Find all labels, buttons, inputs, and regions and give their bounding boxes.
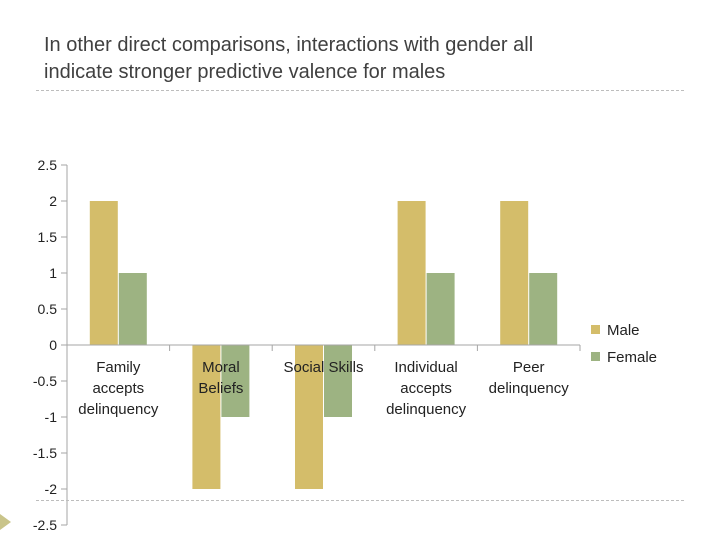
y-tick-label: 1: [49, 265, 57, 281]
y-tick-label: -0.5: [33, 373, 57, 389]
slide-title-line-2: indicate stronger predictive valence for…: [44, 61, 446, 83]
category-label: Individual accepts delinquency: [386, 359, 467, 418]
y-tick-label: 1.5: [38, 229, 58, 245]
bar-male: [295, 345, 323, 489]
bar-male: [192, 345, 221, 489]
category-label: Moral Beliefs: [198, 359, 243, 397]
y-tick-label: 0.5: [38, 301, 58, 317]
slide-title-line-1: In other direct comparisons, interaction…: [44, 34, 534, 56]
y-tick-label: 2.5: [38, 157, 58, 173]
slide-title: In other direct comparisons, interaction…: [44, 32, 684, 86]
category-label: Peer delinquency: [489, 359, 570, 397]
legend-label-female: Female: [607, 349, 657, 366]
category-label: Social Skills: [283, 359, 363, 376]
category-label: Family accepts delinquency: [78, 359, 159, 418]
bar-female: [529, 273, 558, 345]
y-tick-label: -1: [45, 409, 58, 425]
legend-swatch-female: [591, 352, 600, 361]
y-tick-label: -1.5: [33, 445, 57, 461]
slide-corner-arrow-icon: [0, 514, 11, 530]
bar-male: [500, 201, 529, 345]
bar-female: [324, 345, 352, 417]
title-divider: [36, 90, 684, 91]
footer-divider: [36, 500, 684, 501]
bar-male: [89, 201, 118, 345]
y-tick-label: 2: [49, 193, 57, 209]
bar-female: [221, 345, 250, 417]
y-tick-label: -2.5: [33, 517, 57, 533]
bar-female: [118, 273, 147, 345]
y-tick-label: -2: [45, 481, 58, 497]
bar-female: [426, 273, 455, 345]
bar-male: [397, 201, 426, 345]
y-tick-label: 0: [49, 337, 57, 353]
legend-label-male: Male: [607, 322, 640, 339]
legend-swatch-male: [591, 325, 600, 334]
